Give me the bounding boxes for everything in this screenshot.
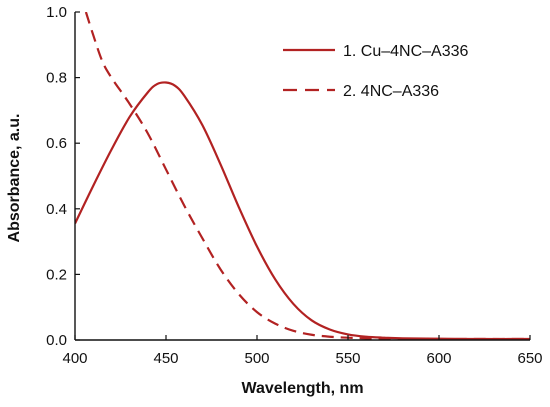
- series-line-2: [84, 12, 530, 340]
- legend-label-1: 1. Cu–4NC–A336: [343, 43, 469, 60]
- series-layer: [75, 12, 530, 340]
- x-tick-label: 450: [153, 350, 178, 367]
- y-tick-label: 0.2: [46, 266, 67, 283]
- x-tick-label: 500: [244, 350, 269, 367]
- legend-label-2: 2. 4NC–A336: [343, 83, 439, 100]
- x-tick-label: 650: [517, 350, 542, 367]
- y-tick-label: 1.0: [46, 4, 67, 21]
- y-tick-label: 0.0: [46, 332, 67, 349]
- x-tick-label: 550: [335, 350, 360, 367]
- x-axis-title: Wavelength, nm: [241, 380, 363, 397]
- series-line-1: [75, 81, 530, 340]
- x-tick-label: 600: [426, 350, 451, 367]
- y-axis-title: Absorbance, a.u.: [6, 114, 23, 243]
- y-tick-label: 0.6: [46, 135, 67, 152]
- axes-layer: 400 450 500 550 600 650 0.0 0.2 0.4 0.6 0.8 1.0: [46, 4, 542, 367]
- legend: 1. Cu–4NC–A336 2. 4NC–A336: [283, 43, 469, 100]
- y-tick-label: 0.8: [46, 70, 67, 87]
- x-tick-label: 400: [62, 350, 87, 367]
- y-tick-label: 0.4: [46, 201, 67, 218]
